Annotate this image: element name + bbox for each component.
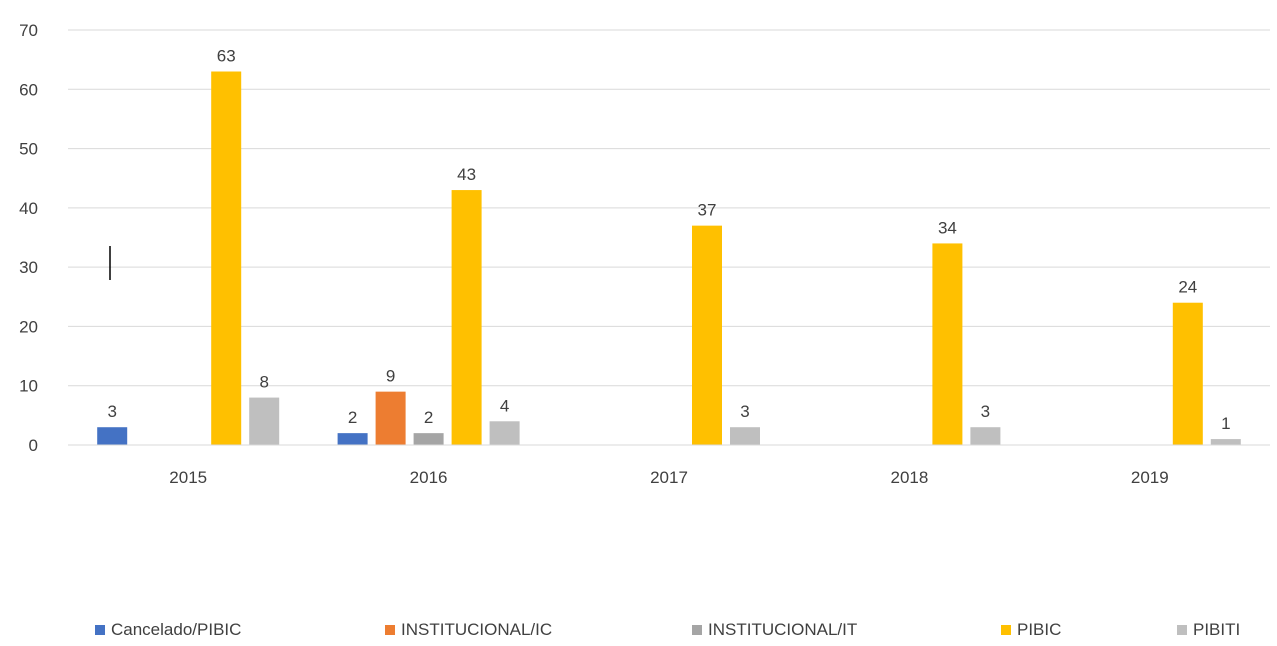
- legend-item: INSTITUCIONAL/IC: [385, 620, 552, 640]
- x-category-label: 2019: [1131, 468, 1169, 487]
- y-tick-label: 30: [19, 258, 38, 277]
- y-tick-label: 0: [29, 436, 38, 455]
- y-tick-label: 10: [19, 377, 38, 396]
- data-label: 3: [107, 402, 116, 421]
- x-category-label: 2017: [650, 468, 688, 487]
- legend-swatch: [95, 625, 105, 635]
- x-category-label: 2018: [890, 468, 928, 487]
- bar: [375, 391, 406, 445]
- bar: [489, 421, 520, 445]
- bar: [1210, 439, 1241, 445]
- data-label: 63: [217, 47, 236, 66]
- bar: [970, 427, 1001, 445]
- gridlines: [68, 29, 1270, 387]
- bar: [1172, 302, 1203, 445]
- bar: [97, 427, 128, 445]
- bar: [451, 190, 482, 445]
- bar: [932, 243, 963, 445]
- data-label: 2: [424, 408, 433, 427]
- data-label: 43: [457, 165, 476, 184]
- y-tick-label: 70: [19, 21, 38, 40]
- bars: [97, 71, 1241, 445]
- x-category-label: 2016: [410, 468, 448, 487]
- legend-label: INSTITUCIONAL/IT: [708, 620, 858, 639]
- bar: [249, 397, 280, 445]
- legend-swatch: [1001, 625, 1011, 635]
- legend-item: PIBITI: [1177, 620, 1240, 640]
- bar: [211, 71, 242, 445]
- y-tick-label: 40: [19, 199, 38, 218]
- data-label: 3: [981, 402, 990, 421]
- data-label: 3: [740, 402, 749, 421]
- data-label: 9: [386, 367, 395, 386]
- data-label: 37: [698, 201, 717, 220]
- x-axis-categories: 2015 2016 2017 2018 2019: [169, 468, 1168, 487]
- y-tick-label: 20: [19, 317, 38, 336]
- bar: [337, 433, 368, 445]
- legend: Cancelado/PIBIC INSTITUCIONAL/IC INSTITUCI…: [0, 620, 1277, 646]
- x-category-label: 2015: [169, 468, 207, 487]
- data-label: 2: [348, 408, 357, 427]
- data-label: 8: [259, 373, 268, 392]
- y-tick-label: 60: [19, 80, 38, 99]
- legend-swatch: [385, 625, 395, 635]
- legend-label: Cancelado/PIBIC: [111, 620, 242, 639]
- legend-swatch: [1177, 625, 1187, 635]
- data-label: 4: [500, 396, 509, 415]
- data-label: 34: [938, 218, 957, 237]
- legend-label: PIBIC: [1017, 620, 1062, 639]
- legend-swatch: [692, 625, 702, 635]
- legend-item: INSTITUCIONAL/IT: [692, 620, 857, 640]
- bar: [692, 225, 722, 445]
- legend-label: PIBITI: [1193, 620, 1241, 639]
- y-tick-label: 50: [19, 140, 38, 159]
- bar: [730, 427, 760, 445]
- data-label: 1: [1221, 414, 1230, 433]
- data-label: 24: [1178, 278, 1197, 297]
- legend-item: PIBIC: [1001, 620, 1061, 640]
- legend-item: Cancelado/PIBIC: [95, 620, 241, 640]
- bar: [413, 433, 444, 445]
- legend-label: INSTITUCIONAL/IC: [401, 620, 553, 639]
- y-axis-ticks: 0 10 20 30 40 50 60 70: [19, 21, 38, 455]
